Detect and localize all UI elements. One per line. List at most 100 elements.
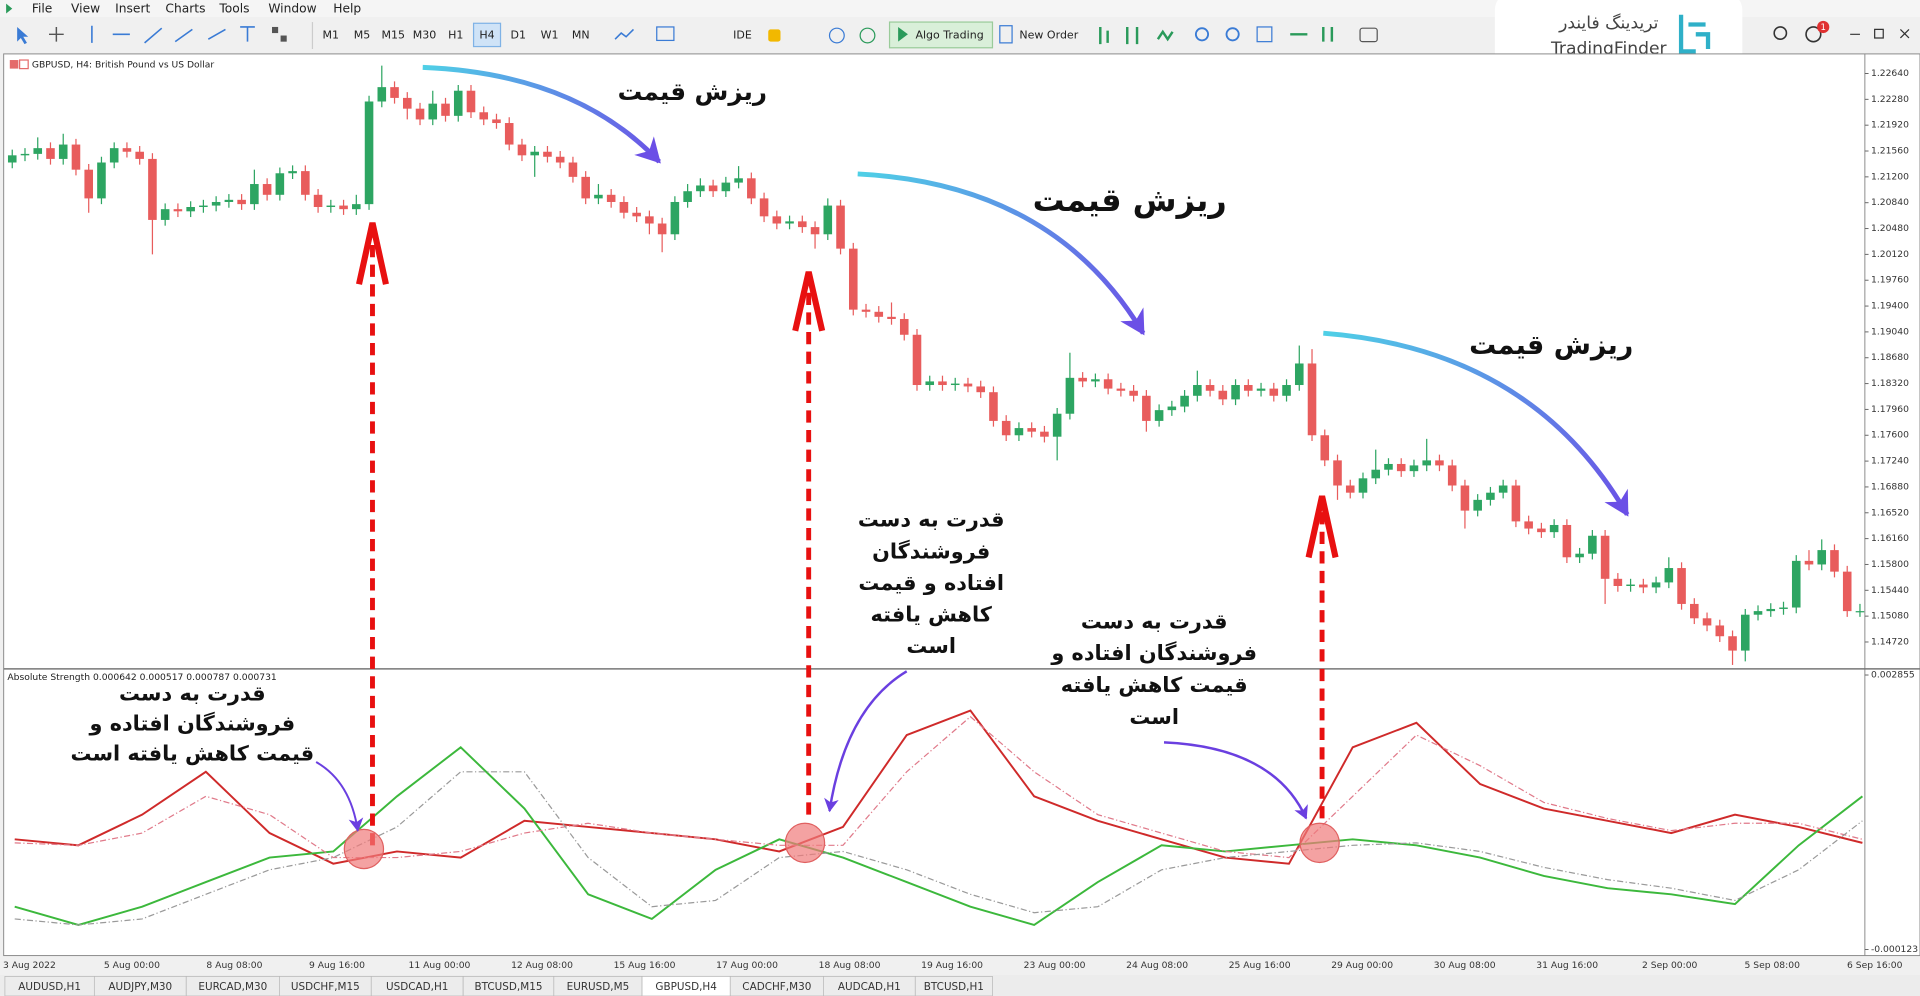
candle-body — [530, 151, 539, 156]
candle-body — [1422, 460, 1431, 466]
timeframe-button[interactable]: W1 — [541, 29, 559, 42]
timeframe-button[interactable]: M1 — [323, 29, 340, 42]
timeframe-button[interactable]: H4 — [479, 29, 494, 42]
menu-item[interactable]: Window — [268, 2, 316, 16]
drawing-tools[interactable] — [91, 25, 255, 44]
tab-label[interactable]: BTCUSD,M15 — [475, 981, 543, 993]
candle-body — [861, 309, 871, 312]
tab-label[interactable]: AUDJPY,M30 — [108, 981, 172, 993]
price-tick-label: 1.21920 — [1871, 120, 1909, 131]
candle-body — [186, 207, 195, 212]
menu-item[interactable]: View — [71, 2, 100, 16]
candle-body — [683, 191, 692, 202]
tab-label[interactable]: AUDUSD,H1 — [18, 981, 81, 993]
candle-body — [441, 103, 450, 116]
time-tick-label: 18 Aug 08:00 — [819, 960, 881, 971]
price-tick-label: 1.15800 — [1871, 559, 1909, 570]
menu-item[interactable]: Insert — [115, 2, 150, 16]
note-line: کاهش یافته — [871, 602, 993, 626]
zoom-in-icon[interactable] — [1194, 27, 1210, 42]
candle-body — [250, 184, 259, 205]
candle-body — [275, 173, 285, 195]
new-order-button[interactable]: New Order — [1019, 29, 1078, 42]
note-line: قیمت کاهش یافته — [1061, 673, 1248, 697]
time-tick-label: 12 Aug 08:00 — [511, 960, 573, 971]
lock-icon[interactable] — [768, 29, 781, 42]
signal-arrowhead — [356, 222, 1339, 559]
scroll-icons[interactable] — [1290, 26, 1334, 42]
timeframe-button[interactable]: D1 — [511, 29, 527, 42]
window-controls[interactable] — [1850, 28, 1910, 39]
crosshair-icon[interactable] — [49, 26, 64, 42]
tab-label[interactable]: GBPUSD,H4 — [655, 981, 717, 993]
candle-body — [479, 112, 489, 120]
timeframe-button[interactable]: M30 — [413, 29, 437, 42]
candle-body — [1294, 363, 1304, 386]
price-tick-label: 1.20480 — [1871, 223, 1909, 234]
tab[interactable] — [914, 976, 993, 996]
tab-label[interactable]: CADCHF,M30 — [742, 981, 811, 993]
menu-item[interactable]: Tools — [218, 2, 249, 16]
candle-body — [1052, 413, 1062, 437]
price-drop-label: ریزش قیمت — [1033, 181, 1227, 219]
menu-item[interactable]: Help — [333, 2, 361, 16]
zoom-out-icon[interactable] — [1225, 27, 1240, 42]
candle-body — [33, 148, 43, 154]
indicators-icon[interactable] — [614, 28, 635, 40]
note-line: است — [1129, 705, 1179, 729]
tab-label[interactable]: USDCAD,H1 — [386, 981, 448, 993]
tab-label[interactable]: BTCUSD,H1 — [924, 981, 984, 993]
new-order-icon[interactable] — [999, 25, 1013, 44]
account-icon[interactable] — [1805, 26, 1822, 43]
candle-body — [339, 205, 348, 210]
tab-label[interactable]: AUDCAD,H1 — [838, 981, 901, 993]
menu-item[interactable]: Charts — [165, 2, 205, 16]
candle-body — [696, 185, 705, 192]
cross-marker — [1299, 822, 1340, 864]
tab-label[interactable]: EURCAD,M30 — [198, 981, 267, 993]
cursor-icon[interactable] — [17, 26, 29, 45]
cloud-icon[interactable] — [828, 27, 845, 44]
shapes-icon[interactable] — [280, 35, 287, 42]
timeframe-button[interactable]: M5 — [354, 29, 371, 42]
candle-body — [1779, 607, 1788, 609]
candle-body — [97, 162, 106, 199]
price-tick-label: 1.15080 — [1871, 611, 1909, 622]
candle-body — [1014, 428, 1024, 436]
search-icon[interactable] — [1773, 26, 1788, 40]
timeframe-button[interactable]: MN — [572, 29, 590, 42]
price-tick-label: 1.16160 — [1871, 533, 1909, 544]
candle-body — [211, 201, 221, 206]
signal-icon[interactable] — [859, 27, 876, 44]
strength-line — [14, 746, 1864, 927]
candle-body — [1167, 406, 1177, 411]
note-line: افتاده و قیمت — [858, 571, 1004, 595]
tile-icon[interactable] — [1256, 26, 1273, 43]
price-tick-label: 1.18320 — [1871, 378, 1909, 389]
candle-body — [1753, 611, 1763, 615]
candle-body — [1702, 618, 1712, 626]
note-arrow — [824, 670, 908, 813]
candle-body — [976, 386, 985, 393]
screenshot-icon[interactable] — [1359, 27, 1378, 43]
time-tick-label: 9 Aug 16:00 — [309, 960, 365, 971]
shapes-icon[interactable] — [272, 26, 279, 34]
algo-trading-label[interactable]: Algo Trading — [915, 29, 983, 42]
candle-body — [632, 212, 641, 217]
timeframe-button[interactable]: M15 — [382, 29, 406, 42]
time-tick-label: 25 Aug 16:00 — [1229, 960, 1291, 971]
candle-body — [1498, 485, 1508, 493]
candle-body — [1562, 524, 1572, 558]
price-tick-label: 1.14720 — [1871, 636, 1909, 647]
candle-body — [1409, 465, 1419, 472]
time-tick-label: 5 Sep 08:00 — [1745, 960, 1801, 971]
note-line: قدرت به دست — [1081, 609, 1228, 633]
candle-body — [1001, 420, 1011, 436]
chart-type-icons[interactable] — [1099, 26, 1174, 45]
tab-label[interactable]: EURUSD,M5 — [567, 981, 630, 993]
timeframe-button[interactable]: H1 — [448, 29, 463, 42]
ide-button[interactable]: IDE — [733, 29, 752, 42]
templates-icon[interactable] — [656, 26, 675, 42]
tab-label[interactable]: USDCHF,M15 — [291, 981, 360, 993]
menu-item[interactable]: File — [32, 2, 53, 16]
